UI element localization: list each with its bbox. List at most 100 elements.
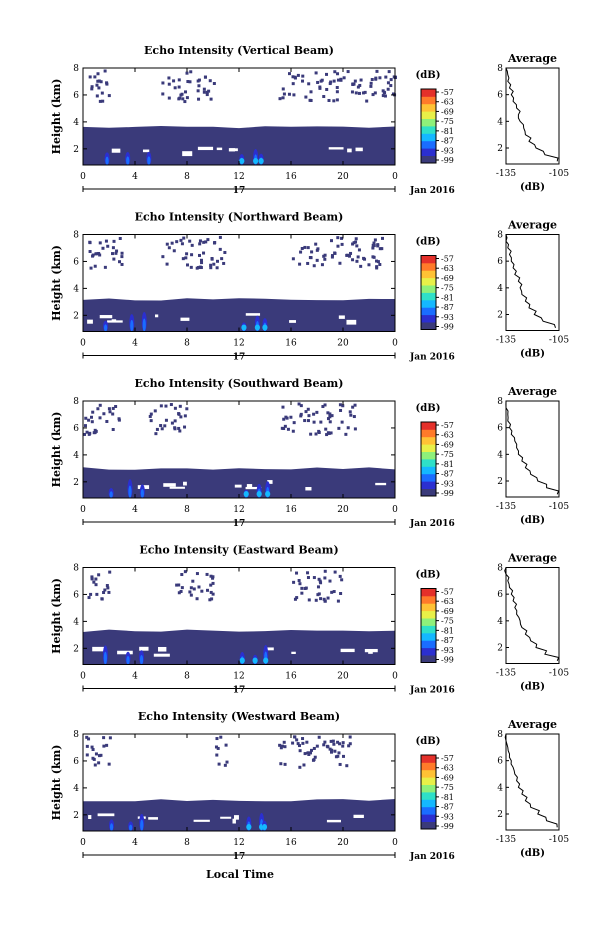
avg-x-tick-label: -135 (496, 835, 516, 845)
day-label: 17 (233, 353, 246, 363)
avg-y-tick-label: 8 (497, 231, 503, 241)
chart-title: Echo Intensity (Eastward Beam) (139, 544, 338, 557)
speckle (98, 241, 102, 245)
speckle (372, 241, 376, 245)
speckle (97, 79, 101, 83)
speckle (191, 579, 195, 583)
speckle (335, 90, 339, 94)
colorbar-segment (421, 488, 436, 497)
speckle (211, 576, 215, 580)
chart-title: Echo Intensity (Southward Beam) (135, 377, 344, 390)
speckle (90, 745, 94, 749)
colorbar-segment (421, 155, 436, 164)
gap-cell (182, 151, 193, 157)
day-label: 17 (233, 186, 246, 196)
speckle (87, 432, 91, 436)
x-tick-label: 16 (285, 172, 297, 182)
colorbar-segment (421, 595, 436, 604)
speckle (282, 92, 286, 96)
speckle (178, 404, 182, 408)
plume-core (130, 319, 134, 332)
speckle (356, 255, 360, 259)
speckle (180, 586, 184, 590)
echo-layer (83, 467, 395, 498)
gap-cell (163, 483, 176, 487)
colorbar-tick-label: -69 (441, 107, 454, 116)
speckle (87, 418, 91, 422)
speckle (91, 410, 95, 414)
x-tick-label: 0 (392, 339, 398, 349)
date-label: Jan 2016 (409, 852, 455, 862)
speckle (310, 250, 314, 254)
speckle (211, 581, 215, 585)
speckle (287, 92, 291, 96)
speckle (197, 78, 201, 82)
speckle (198, 253, 202, 257)
speckle (309, 432, 313, 436)
x-tick-label: 8 (184, 505, 190, 515)
speckle (107, 762, 111, 766)
speckle (338, 574, 342, 578)
speckle (202, 251, 206, 255)
speckle (184, 90, 188, 94)
speckle (188, 590, 192, 594)
speckle (318, 85, 322, 89)
speckle (105, 419, 109, 423)
y-tick-label: 4 (73, 451, 79, 461)
gap-cell (228, 148, 236, 152)
avg-x-tick-label: -105 (549, 502, 569, 512)
speckle (361, 91, 365, 95)
colorbar-tick-label: -75 (441, 450, 454, 459)
speckle (103, 69, 107, 73)
speckle (325, 72, 329, 76)
gap-cell (220, 816, 232, 819)
speckle (184, 256, 188, 260)
plume-peak (258, 158, 264, 164)
speckle (338, 261, 342, 265)
y-tick-label: 2 (73, 311, 79, 321)
speckle (85, 744, 89, 748)
gap-cell (305, 487, 312, 491)
speckle (291, 429, 295, 433)
speckle (102, 590, 106, 594)
colorbar-tick-label: -87 (441, 803, 454, 812)
colorbar-segment (421, 270, 436, 279)
speckle (96, 79, 100, 83)
colorbar-segment (421, 277, 436, 286)
gap-cell (267, 480, 273, 484)
x-tick-label: 0 (392, 672, 398, 682)
avg-x-tick-label: -105 (549, 336, 569, 346)
plume-core (103, 651, 107, 665)
speckle (165, 242, 169, 246)
speckle (323, 403, 327, 407)
speckle (85, 430, 89, 434)
speckle (205, 572, 209, 576)
speckle (307, 598, 311, 602)
speckle (108, 410, 112, 414)
avg-y-tick-label: 6 (497, 257, 503, 267)
speckle (197, 84, 201, 88)
plume-core (103, 324, 108, 332)
y-tick-label: 2 (73, 145, 79, 155)
speckle (219, 735, 223, 739)
speckle (90, 87, 94, 91)
y-tick-label: 8 (73, 564, 79, 574)
speckle (316, 593, 320, 597)
speckle (370, 77, 374, 81)
speckle (352, 82, 356, 86)
y-tick-label: 8 (73, 64, 79, 74)
colorbar-segment (421, 792, 436, 800)
speckle (117, 418, 121, 422)
speckle (336, 740, 340, 744)
speckle (197, 97, 201, 101)
speckle (95, 592, 99, 596)
gap-cell (289, 320, 296, 323)
colorbar-tick-label: -93 (441, 812, 454, 821)
speckle (351, 405, 355, 409)
speckle (205, 588, 209, 592)
colorbar-segment (421, 422, 436, 430)
speckle (279, 746, 283, 750)
speckle (381, 94, 385, 98)
speckle (213, 240, 217, 244)
speckle (325, 433, 329, 437)
